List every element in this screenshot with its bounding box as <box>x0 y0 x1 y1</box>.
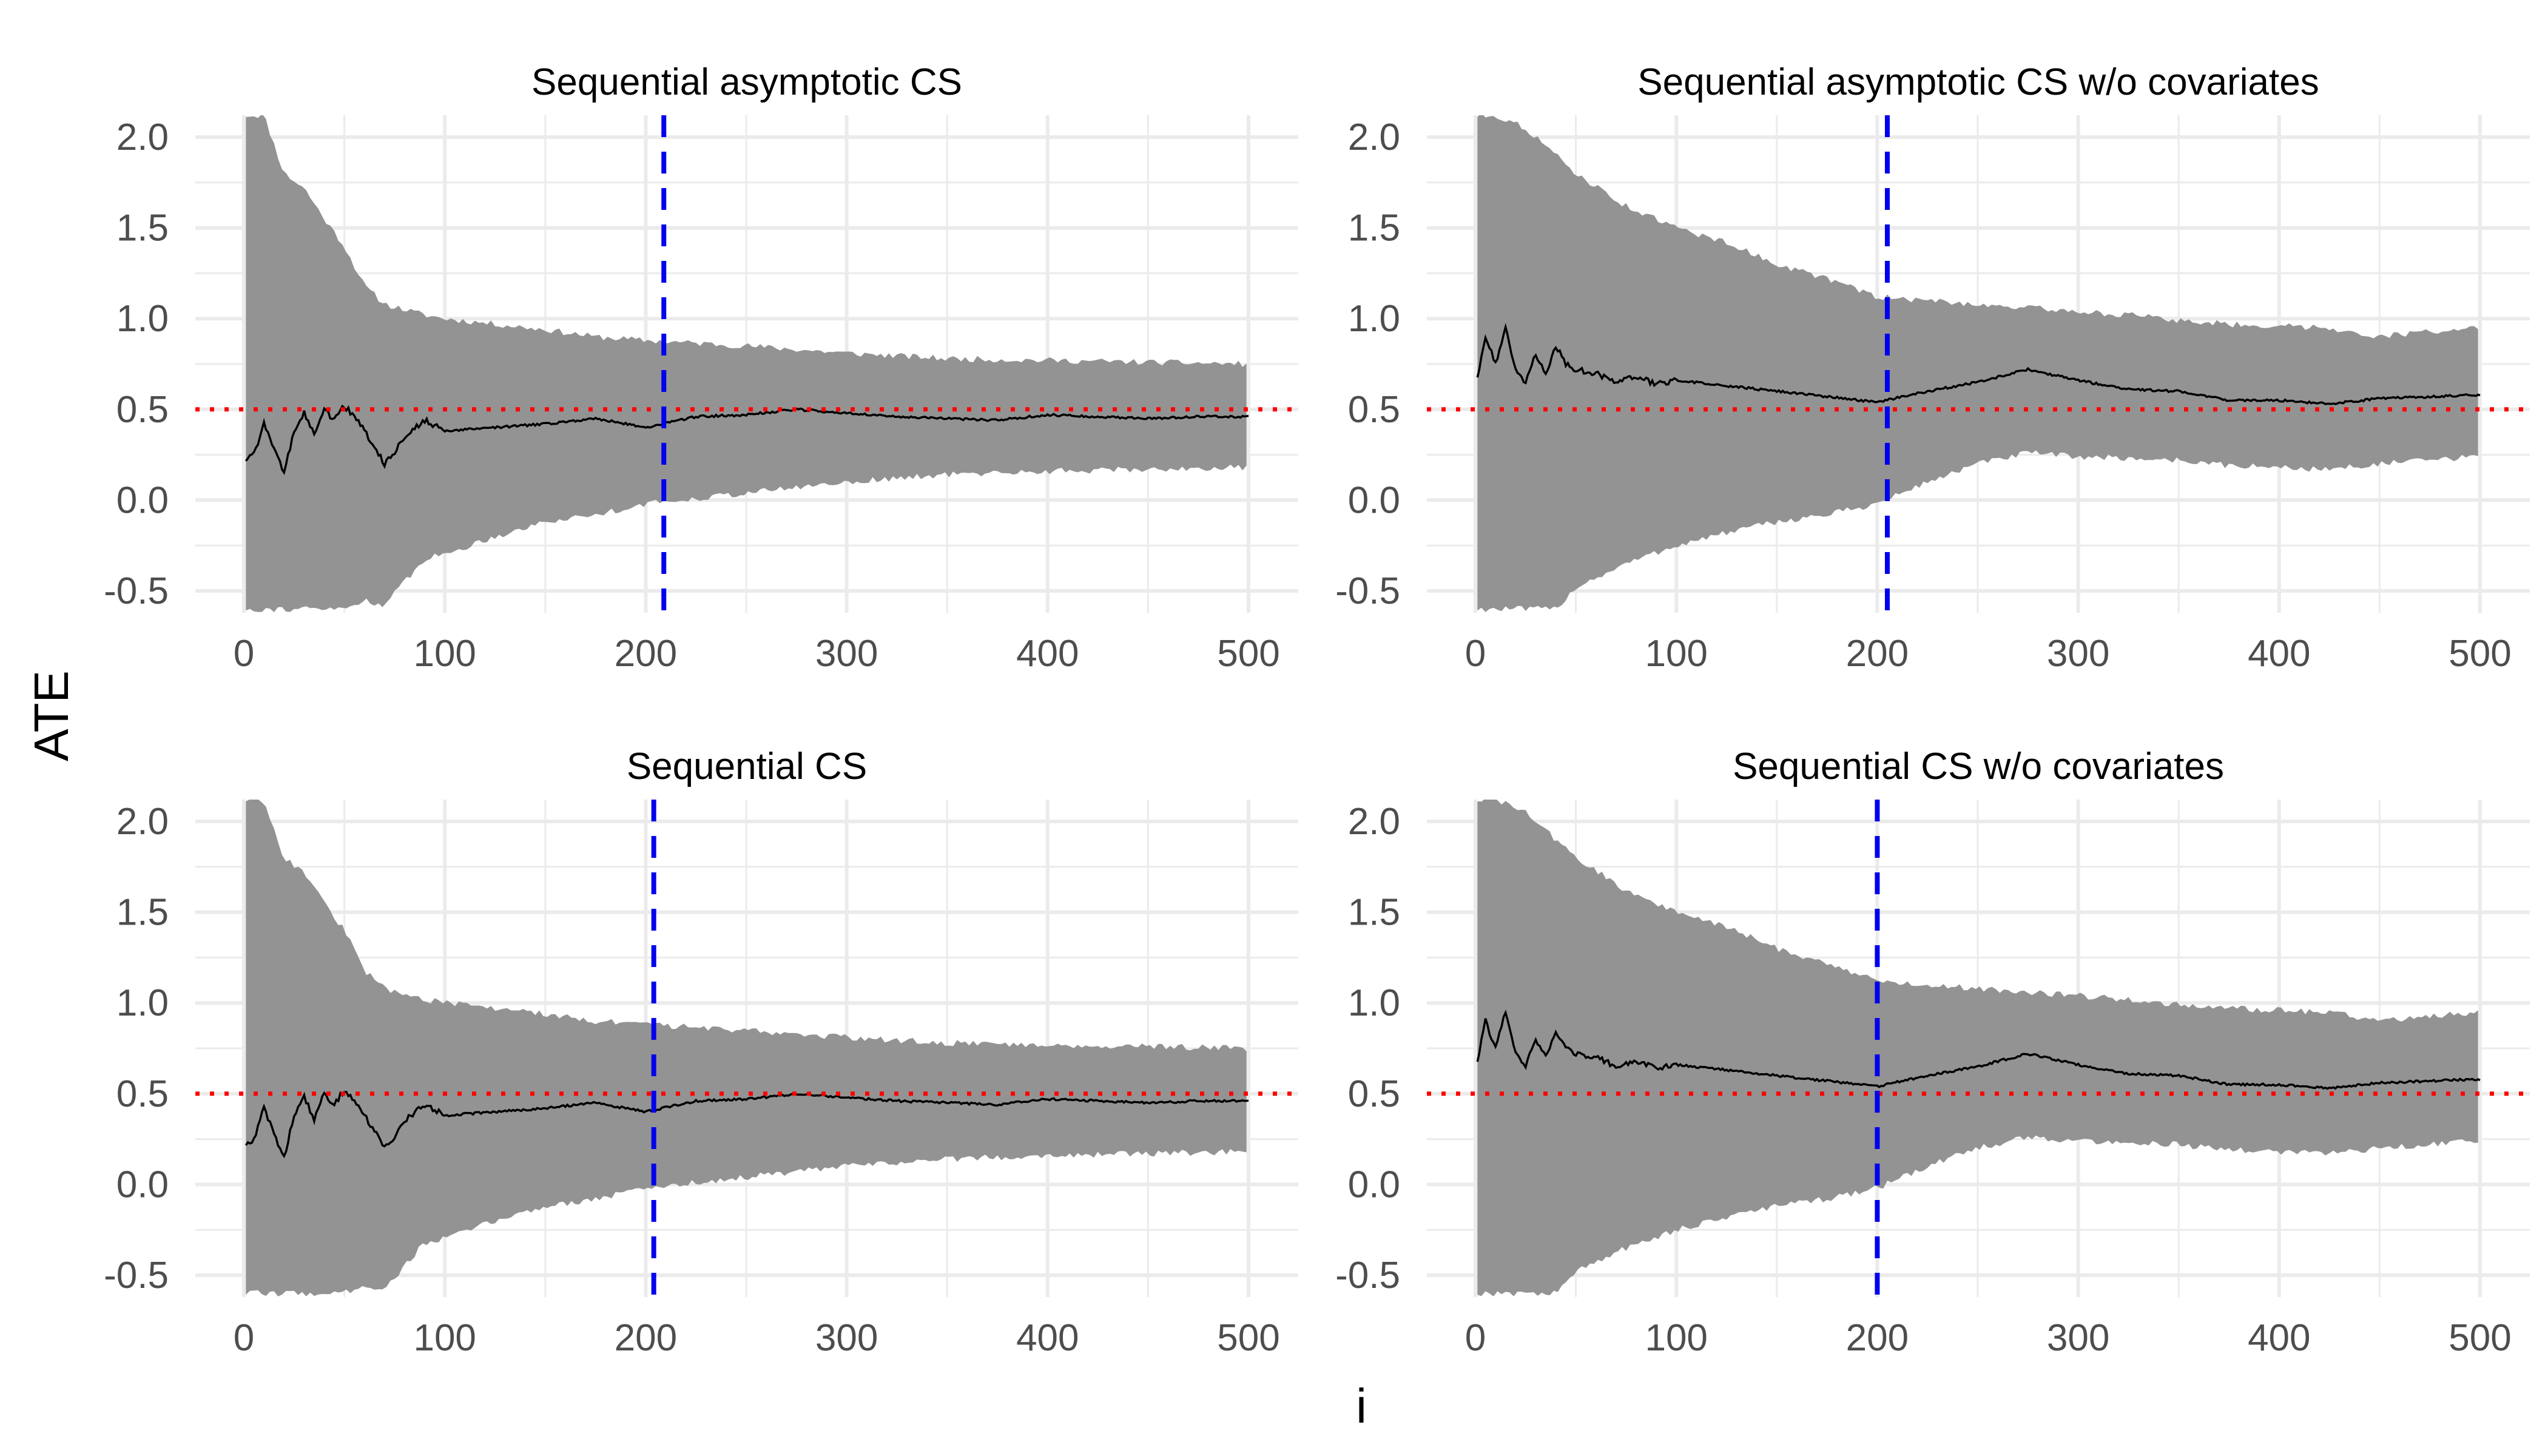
x-tick-label: 200 <box>1846 1317 1909 1359</box>
panel-title: Sequential asymptotic CS w/o covariates <box>1637 61 2319 103</box>
y-tick-label: 1.0 <box>116 298 169 340</box>
estimate-line <box>244 404 1249 476</box>
panel-title: Sequential CS w/o covariates <box>1733 746 2224 787</box>
panel-2: Sequential asymptotic CS w/o covariates -… <box>1335 61 2530 675</box>
x-tick-label: 0 <box>234 633 254 675</box>
y-tick-label: 0.5 <box>1348 1073 1400 1115</box>
y-tick-label: 0.0 <box>1348 479 1400 521</box>
x-tick-label: 100 <box>1645 633 1707 675</box>
x-tick-label: 200 <box>615 1317 677 1359</box>
panel-4: Sequential CS w/o covariates -0.5 0.0 0.5 1.… <box>1335 746 2530 1359</box>
estimate-line <box>244 1090 1249 1159</box>
x-axis-label: i <box>1356 1379 1367 1433</box>
y-tick-label: 1.5 <box>1348 207 1400 249</box>
y-tick-label: 0.0 <box>1348 1164 1400 1205</box>
estimate-line <box>1476 1009 2481 1090</box>
estimate-line <box>1476 323 2481 405</box>
y-tick-label: 1.0 <box>116 982 169 1024</box>
y-tick-label: -0.5 <box>104 1255 169 1296</box>
x-tick-label: 200 <box>615 633 677 675</box>
x-tick-label: 300 <box>815 633 878 675</box>
confidence-band <box>246 800 1247 1296</box>
panel-title: Sequential CS <box>627 746 867 787</box>
x-tick-label: 100 <box>1645 1317 1707 1359</box>
panel-1: Sequential asymptotic CS -0.5 0.0 0.5 1.0 1.5… <box>104 61 1298 675</box>
confidence-band <box>1477 800 2478 1296</box>
x-tick-label: 0 <box>1465 633 1486 675</box>
x-tick-label: 300 <box>2047 1317 2109 1359</box>
y-tick-label: 2.0 <box>116 801 169 843</box>
y-tick-label: 0.0 <box>116 479 169 521</box>
y-tick-label: 1.0 <box>1348 298 1400 340</box>
x-tick-label: 400 <box>2248 1317 2310 1359</box>
x-tick-label: 400 <box>1016 1317 1079 1359</box>
y-tick-label: 0.5 <box>1348 389 1400 431</box>
y-tick-label: 1.5 <box>1348 892 1400 934</box>
y-tick-label: 0.5 <box>116 389 169 431</box>
y-tick-label: -0.5 <box>104 570 169 612</box>
y-tick-label: 1.0 <box>1348 982 1400 1024</box>
y-tick-label: 0.5 <box>116 1073 169 1115</box>
y-tick-label: 0.0 <box>116 1164 169 1205</box>
panel-3: Sequential CS -0.5 0.0 0.5 1.0 1.5 2.0 0 100 200 3… <box>104 746 1298 1359</box>
y-tick-label: 2.0 <box>1348 116 1400 158</box>
x-tick-label: 500 <box>1217 633 1279 675</box>
x-tick-label: 300 <box>815 1317 878 1359</box>
x-tick-label: 0 <box>1465 1317 1486 1359</box>
x-tick-label: 500 <box>2449 633 2511 675</box>
x-tick-label: 0 <box>234 1317 254 1359</box>
x-tick-label: 200 <box>1846 633 1909 675</box>
y-tick-label: 2.0 <box>1348 801 1400 843</box>
x-tick-label: 300 <box>2047 633 2109 675</box>
x-tick-label: 100 <box>413 633 476 675</box>
x-tick-label: 500 <box>1217 1317 1279 1359</box>
confidence-band <box>246 115 1247 613</box>
y-tick-label: -0.5 <box>1335 570 1400 612</box>
y-tick-label: 1.5 <box>116 207 169 249</box>
y-tick-label: 1.5 <box>116 892 169 934</box>
panel-title: Sequential asymptotic CS <box>531 61 962 103</box>
x-tick-label: 400 <box>2248 633 2310 675</box>
y-axis-label: ATE <box>24 670 78 761</box>
y-tick-label: 2.0 <box>116 116 169 158</box>
confidence-band <box>1477 115 2478 612</box>
panels: Sequential asymptotic CS -0.5 0.0 0.5 1.0 1.5… <box>104 61 2530 1359</box>
x-tick-label: 400 <box>1016 633 1079 675</box>
x-tick-label: 100 <box>413 1317 476 1359</box>
y-tick-label: -0.5 <box>1335 1255 1400 1296</box>
x-tick-label: 500 <box>2449 1317 2511 1359</box>
